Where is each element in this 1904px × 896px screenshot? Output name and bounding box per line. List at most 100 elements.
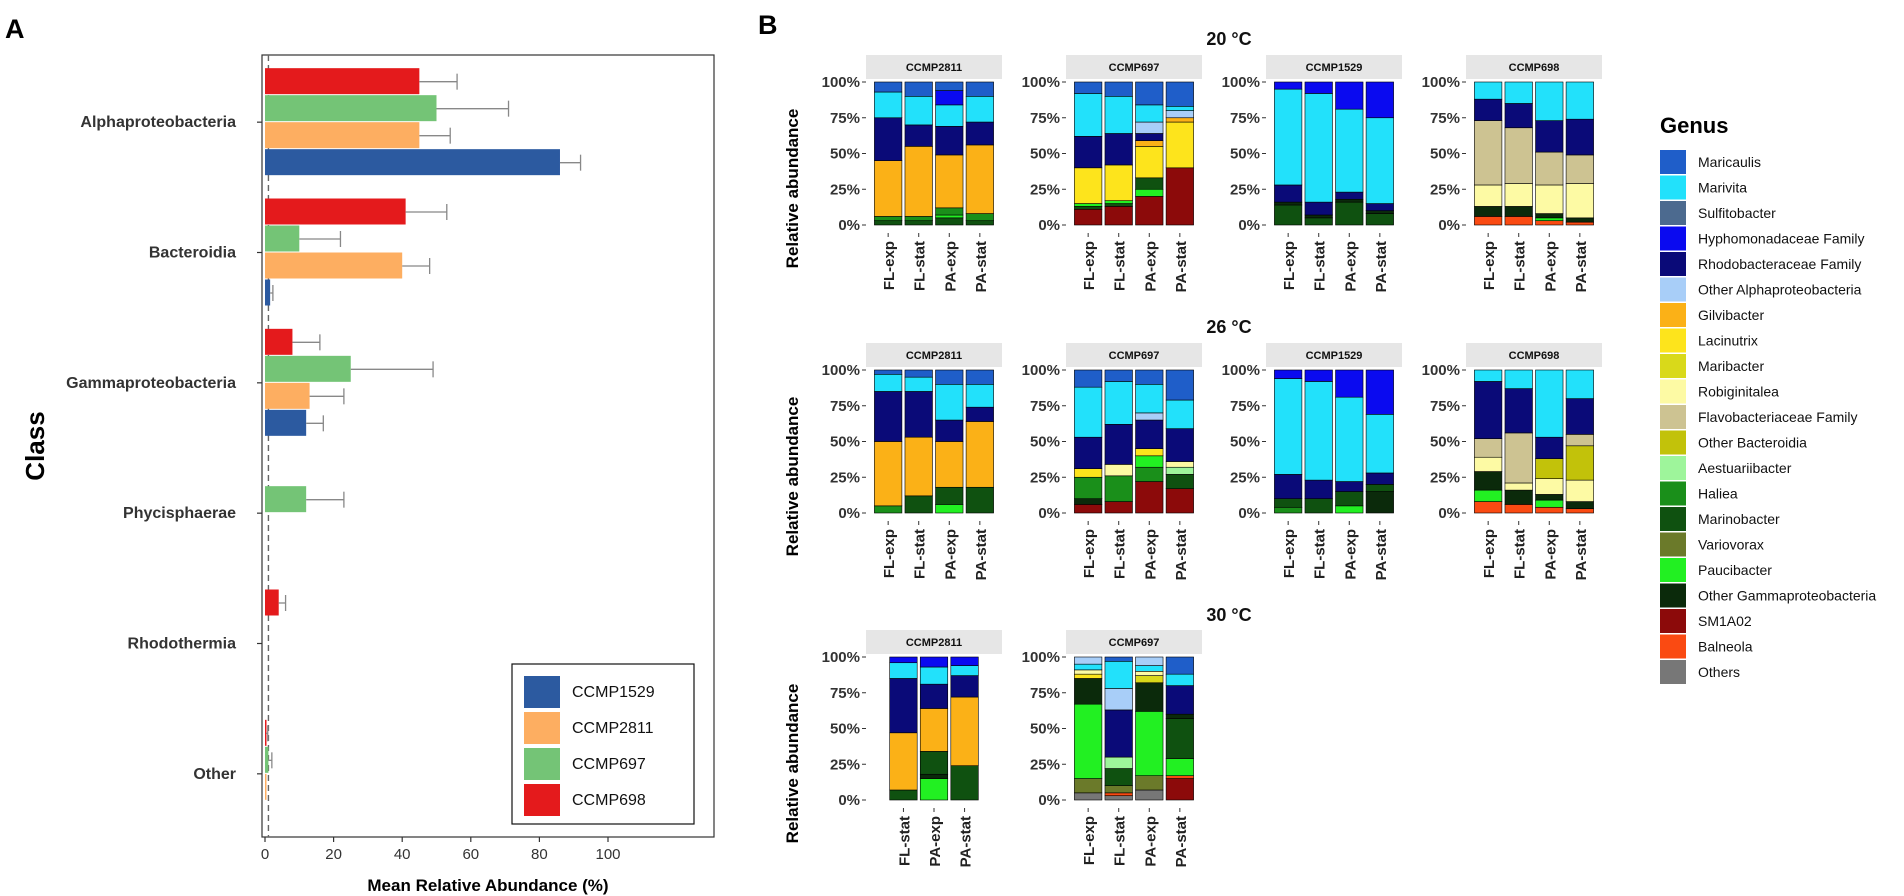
segment-pa-exp-paucibacter	[935, 214, 964, 219]
segment-pa-stat-robiginitalea	[1565, 183, 1594, 219]
segment-pa-exp-hyphomonadaceae-family	[1335, 81, 1364, 110]
y-tick-label: 50%	[1030, 721, 1060, 738]
facet-30-c-ccmp697: CCMP697 100% 75% 50% 25% 0% FL-exp FL-stat PA-ex…	[1022, 630, 1202, 867]
y-tick-label: 25%	[1030, 469, 1060, 486]
segment-pa-exp-paucibacter	[1535, 499, 1564, 508]
y-tick-label: 50%	[1230, 434, 1260, 451]
segment-pa-exp-marinobacter	[935, 217, 964, 226]
segment-pa-stat-flavobacteriaceae-family	[1565, 154, 1594, 184]
segment-fl-stat-balneola	[1504, 216, 1533, 226]
x-tick-label-fl-exp: FL-exp	[881, 241, 898, 290]
segment-fl-exp-gilvibacter	[874, 441, 903, 507]
segment-pa-exp-marinobacter	[1135, 177, 1164, 190]
segment-fl-exp-robiginitalea	[1474, 456, 1503, 472]
segment-fl-stat-rhodobacteraceae-family	[1104, 133, 1133, 166]
x-tick-label-fl-stat: FL-stat	[1112, 529, 1129, 579]
x-tick-label-pa-stat: PA-stat	[1173, 529, 1190, 580]
segment-fl-stat-marinobacter	[1304, 217, 1333, 226]
facet-strip	[1066, 630, 1202, 654]
segment-fl-exp-marinobacter	[1274, 204, 1303, 226]
facet-panels: CCMP2811 100% 75% 50% 25% 0% FL-exp FL-stat PA-e…	[822, 55, 1602, 867]
genus-label-lacinutrix: Lacinutrix	[1698, 333, 1758, 349]
segment-fl-exp-maricaulis	[874, 81, 903, 93]
segment-fl-exp-flavobacteriaceae-family	[1474, 438, 1503, 458]
segment-fl-exp-sm1a02	[1074, 208, 1103, 226]
y-tick-label: 50%	[1430, 434, 1460, 451]
segment-pa-exp-marivita	[935, 104, 964, 127]
y-tick-label: 75%	[830, 398, 860, 415]
x-tick-label-fl-exp: FL-exp	[1281, 241, 1298, 290]
genus-label-marinobacter: Marinobacter	[1698, 511, 1780, 527]
segment-pa-exp-marinobacter	[1335, 491, 1364, 507]
segment-fl-stat-flavobacteriaceae-family	[1504, 432, 1533, 484]
segment-fl-stat-balneola	[1504, 504, 1533, 514]
segment-pa-stat-other-alphaproteobacteria	[1165, 110, 1194, 119]
segment-pa-exp-paucibacter	[1135, 455, 1164, 468]
panel-b-y-axis-titles: Relative abundance Relative abundance Rela…	[783, 109, 802, 844]
segment-fl-stat-rhodobacteraceae-family	[904, 124, 933, 147]
x-tick-label-fl-exp: FL-exp	[1081, 529, 1098, 578]
segment-pa-stat-sm1a02	[1165, 167, 1194, 226]
y-tick-label: 25%	[1430, 181, 1460, 198]
segment-fl-exp-rhodobacteraceae-family	[874, 117, 903, 161]
segment-pa-exp-robiginitalea	[1535, 184, 1564, 214]
segment-pa-exp-other-gammaproteobacteria	[1335, 198, 1364, 203]
genus-label-maricaulis: Maricaulis	[1698, 154, 1761, 170]
bar-ccmp2811-bacteroidia	[265, 252, 403, 279]
segment-pa-exp-others	[1135, 789, 1164, 801]
genus-label-other-gammaproteobacteria: Other Gammaproteobacteria	[1698, 588, 1876, 604]
segment-pa-stat-other-gammaproteobacteria	[1365, 491, 1394, 514]
facet-20-c-ccmp697: CCMP697 100% 75% 50% 25% 0% FL-exp FL-stat PA-ex…	[1022, 55, 1202, 292]
y-tick-label: 0%	[838, 505, 860, 522]
facet-strip	[1066, 343, 1202, 367]
facet-strip	[1466, 55, 1602, 79]
x-tick-label-60: 60	[462, 846, 479, 863]
segment-fl-exp-gilvibacter	[874, 160, 903, 217]
segment-pa-stat-marinobacter	[965, 220, 994, 226]
segment-pa-stat-balneola	[1565, 221, 1594, 226]
x-tick-label-fl-exp: FL-exp	[1081, 241, 1098, 290]
x-tick-label-fl-stat: FL-stat	[1512, 241, 1529, 291]
x-tick-label-20: 20	[325, 846, 342, 863]
segment-fl-exp-other-gammaproteobacteria	[1074, 498, 1103, 505]
segment-fl-exp-marivita	[874, 373, 903, 392]
segment-fl-exp-rhodobacteraceae-family	[1074, 136, 1103, 169]
segment-pa-stat-marivita	[1165, 106, 1194, 111]
genus-label-maribacter: Maribacter	[1698, 358, 1764, 374]
x-tick-label-fl-exp: FL-exp	[1081, 816, 1098, 865]
y-axis-title-row-0: Relative abundance	[783, 109, 802, 269]
segment-pa-exp-maricaulis	[1135, 81, 1164, 106]
segment-pa-exp-rhodobacteraceae-family	[1535, 120, 1564, 153]
facet-strip	[1266, 343, 1402, 367]
y-tick-label: 50%	[1430, 146, 1460, 163]
segment-fl-stat-robiginitalea	[1504, 482, 1533, 491]
segment-pa-exp-marivita	[935, 383, 964, 421]
facet-strip-label: CCMP1529	[1306, 62, 1363, 74]
segment-pa-exp-paucibacter	[1535, 217, 1564, 222]
segment-pa-stat-aestuariibacter	[1165, 466, 1194, 475]
segment-pa-stat-marivita	[1165, 399, 1194, 429]
genus-swatch-hyphomonadaceae-family	[1660, 226, 1686, 251]
y-tick-label: 25%	[1430, 469, 1460, 486]
panel-a-y-axis-title: Class	[20, 411, 50, 480]
genus-swatch-gilvibacter	[1660, 303, 1686, 327]
segment-fl-stat-others	[1104, 795, 1133, 801]
y-tick-label: 100%	[1222, 362, 1260, 379]
segment-pa-stat-marivita	[1165, 673, 1194, 686]
y-axis-title-row-1: Relative abundance	[783, 397, 802, 557]
genus-swatch-balneola	[1660, 634, 1686, 659]
facet-26-c-ccmp1529: CCMP1529 100% 75% 50% 25% 0% FL-exp FL-stat PA-e…	[1222, 343, 1402, 580]
facet-strip	[866, 630, 1002, 654]
segment-fl-exp-maricaulis	[1074, 369, 1103, 388]
segment-pa-stat-rhodobacteraceae-family	[1365, 472, 1394, 485]
segment-fl-stat-other-gammaproteobacteria	[1504, 206, 1533, 217]
segment-fl-exp-lacinutrix	[1074, 167, 1103, 204]
genus-label-sulfitobacter: Sulfitobacter	[1698, 205, 1776, 221]
segment-fl-stat-maricaulis	[1104, 369, 1133, 382]
y-tick-label: 25%	[1230, 181, 1260, 198]
legend-label-ccmp2811: CCMP2811	[572, 720, 654, 737]
segment-pa-exp-rhodobacteraceae-family	[1335, 481, 1364, 492]
x-tick-label-fl-stat: FL-stat	[1312, 241, 1329, 291]
genus-swatch-haliea	[1660, 481, 1686, 506]
segment-fl-stat-robiginitalea	[1104, 464, 1133, 477]
